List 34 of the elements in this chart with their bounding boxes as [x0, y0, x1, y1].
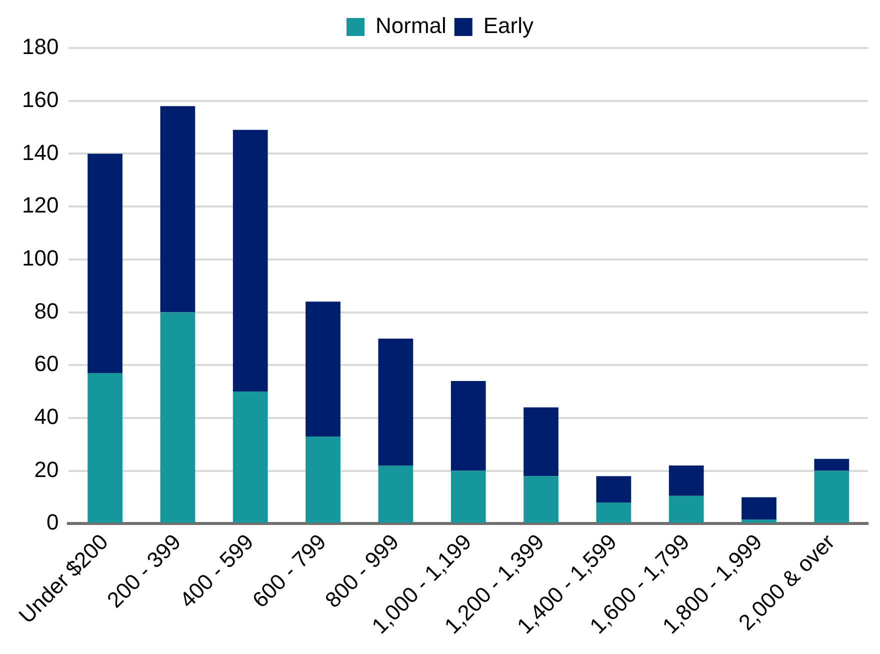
- bar: [160, 106, 196, 312]
- bar: [596, 476, 632, 503]
- bar: [88, 154, 122, 374]
- bar: [524, 476, 558, 523]
- bar: [742, 520, 776, 523]
- y-tick-label: 40: [34, 404, 59, 430]
- bar: [306, 436, 340, 523]
- y-tick-label: 180: [22, 34, 59, 60]
- bar: [596, 502, 632, 523]
- bar: [306, 302, 340, 436]
- y-tick-label: 120: [22, 192, 59, 218]
- bar: [668, 496, 704, 523]
- bar: [232, 392, 268, 523]
- bar: [668, 466, 704, 496]
- y-tick-label: 160: [22, 86, 59, 112]
- y-tick-label: 0: [46, 510, 59, 535]
- bar: [88, 373, 122, 523]
- bar: [378, 338, 414, 466]
- bar: [524, 407, 558, 476]
- bar: [742, 497, 776, 520]
- bar: [450, 380, 486, 471]
- bar: [160, 312, 196, 523]
- bar: [450, 470, 486, 523]
- legend-label: Normal: [375, 13, 446, 38]
- y-tick-label: 100: [22, 245, 59, 270]
- bar: [814, 458, 850, 471]
- y-tick-label: 20: [34, 456, 59, 482]
- bar: [378, 466, 414, 523]
- y-tick-label: 80: [34, 298, 59, 324]
- bar: [814, 470, 850, 523]
- y-tick-label: 60: [34, 351, 59, 376]
- bar: [232, 130, 268, 392]
- y-tick-label: 140: [22, 140, 59, 165]
- legend-label: Early: [483, 13, 534, 38]
